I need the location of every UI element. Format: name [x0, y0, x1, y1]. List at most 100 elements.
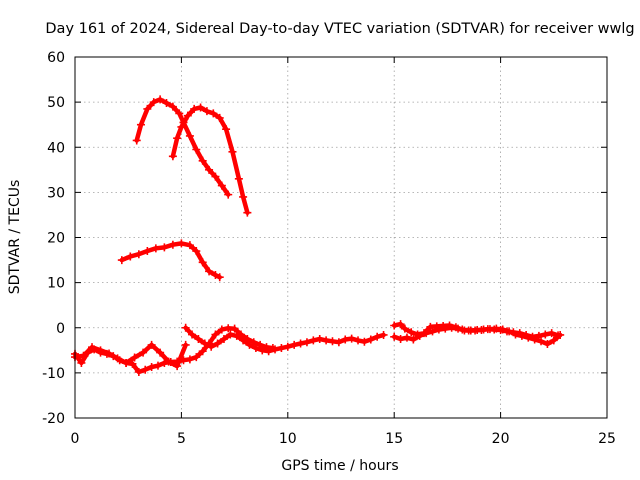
data-point — [164, 357, 173, 366]
data-point — [211, 330, 220, 339]
data-point — [149, 98, 158, 107]
data-point — [334, 338, 343, 347]
data-point — [541, 330, 550, 339]
data-point — [177, 239, 186, 248]
y-tick-label: 60 — [47, 50, 65, 66]
data-point — [156, 348, 165, 357]
data-point — [141, 365, 150, 374]
data-point — [130, 353, 139, 362]
data-point — [211, 270, 220, 279]
data-point — [528, 332, 537, 341]
x-tick-label: 0 — [71, 431, 80, 447]
data-point — [515, 329, 524, 338]
data-point — [396, 320, 405, 329]
data-point — [228, 147, 237, 156]
series-track-3 — [117, 239, 224, 282]
data-point — [122, 358, 131, 367]
data-point — [211, 172, 220, 181]
data-point — [126, 252, 135, 261]
plot-frame — [74, 56, 608, 419]
data-point — [239, 192, 248, 201]
data-point — [181, 340, 190, 349]
x-axis-ticks: 0 5 10 15 20 25 — [71, 57, 616, 447]
data-point — [219, 335, 228, 344]
data-point — [366, 335, 375, 344]
data-point — [136, 120, 145, 129]
data-point — [341, 335, 350, 344]
data-point — [409, 335, 418, 344]
y-tick-label: -20 — [42, 411, 65, 427]
data-point — [347, 334, 356, 343]
data-point — [379, 330, 388, 339]
data-marks — [71, 95, 565, 376]
data-point — [194, 335, 203, 344]
data-point — [185, 241, 194, 250]
data-point — [264, 347, 273, 356]
data-point — [309, 336, 318, 345]
data-point — [277, 344, 286, 353]
y-tick-label: 10 — [47, 276, 65, 292]
data-point — [207, 342, 216, 351]
x-axis-label: GPS time / hours — [281, 458, 398, 474]
data-point — [213, 339, 222, 348]
data-point — [175, 109, 184, 118]
data-point — [113, 354, 122, 363]
data-point — [96, 346, 105, 355]
data-point — [360, 337, 369, 346]
data-point — [205, 165, 214, 174]
data-point — [177, 122, 186, 131]
series-track-8 — [390, 320, 563, 341]
data-point — [198, 156, 207, 165]
data-point — [400, 324, 409, 333]
data-point — [322, 336, 331, 345]
series-track-6 — [181, 323, 388, 356]
data-point — [162, 99, 171, 108]
data-point — [173, 134, 182, 143]
data-point — [496, 326, 505, 335]
data-point — [79, 351, 88, 360]
data-point — [205, 267, 214, 276]
data-point — [537, 337, 546, 346]
series-track-5 — [71, 340, 190, 371]
data-point — [147, 340, 156, 349]
data-point — [192, 247, 201, 256]
y-tick-label: 50 — [47, 95, 65, 111]
data-point — [239, 336, 248, 345]
series-trace — [134, 97, 231, 197]
data-point — [290, 340, 299, 349]
data-point — [407, 328, 416, 337]
data-point — [200, 339, 209, 348]
data-point — [196, 103, 205, 112]
data-point — [117, 256, 126, 265]
series-track-1 — [132, 95, 233, 199]
y-tick-label: 20 — [47, 231, 65, 247]
chart-title: Day 161 of 2024, Sidereal Day-to-day VTE… — [45, 21, 634, 37]
data-point — [543, 339, 552, 348]
data-point — [160, 243, 169, 252]
data-point — [77, 358, 86, 367]
data-point — [549, 336, 558, 345]
data-point — [458, 325, 467, 334]
data-point — [315, 335, 324, 344]
y-axis-label: SDTVAR / TECUs — [7, 180, 23, 295]
data-point — [451, 323, 460, 332]
x-tick-label: 5 — [177, 431, 186, 447]
data-point — [354, 336, 363, 345]
x-tick-label: 25 — [598, 431, 616, 447]
data-point — [396, 335, 405, 344]
data-point — [88, 343, 97, 352]
data-point — [153, 361, 162, 370]
data-point — [373, 332, 382, 341]
data-point — [234, 174, 243, 183]
y-tick-label: 40 — [47, 140, 65, 156]
data-point — [413, 330, 422, 339]
data-point — [134, 367, 143, 376]
data-point — [534, 331, 543, 340]
data-point — [419, 329, 428, 338]
data-point — [156, 95, 165, 104]
data-point — [183, 111, 192, 120]
data-point — [173, 362, 182, 371]
data-point — [477, 326, 486, 335]
data-point — [202, 107, 211, 116]
